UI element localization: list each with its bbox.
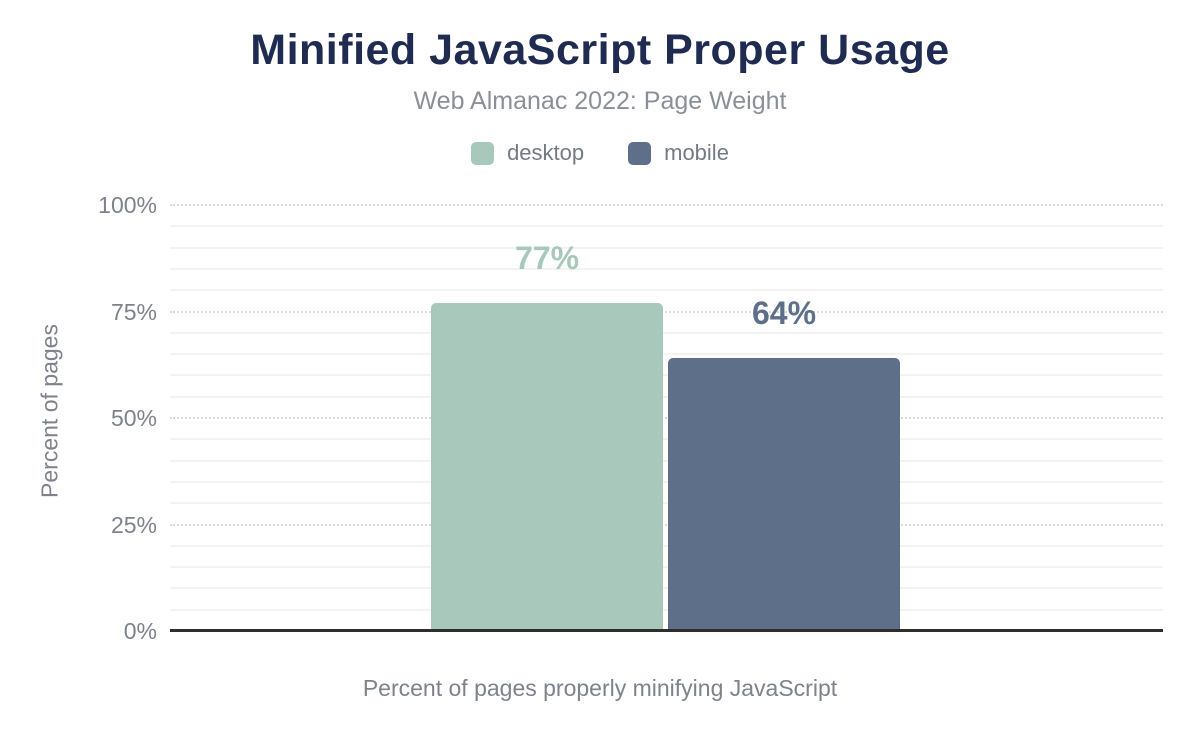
y-tick-label: 0%: [123, 618, 157, 644]
minor-gridline: [170, 438, 1163, 441]
chart-subtitle: Web Almanac 2022: Page Weight: [413, 87, 787, 115]
minor-gridline: [170, 331, 1163, 334]
legend-item-mobile[interactable]: mobile: [628, 140, 729, 166]
chart-title: Minified JavaScript Proper Usage: [250, 26, 950, 74]
minor-gridline: [170, 608, 1163, 611]
bar-value-label-desktop: 77%: [514, 239, 580, 276]
minor-gridline: [170, 267, 1163, 270]
y-axis-title: Percent of pages: [36, 324, 63, 498]
minor-gridline: [170, 289, 1163, 292]
major-gridline: [170, 204, 1163, 206]
chart-legend: desktop mobile: [0, 140, 1200, 166]
minor-gridline: [170, 459, 1163, 462]
bar-value-label-mobile: 64%: [751, 295, 817, 332]
minor-gridline: [170, 544, 1163, 547]
minor-gridline: [170, 353, 1163, 356]
minor-gridline: [170, 566, 1163, 569]
minor-gridline: [170, 587, 1163, 590]
legend-label: mobile: [664, 140, 729, 165]
y-tick-label: 25%: [110, 511, 157, 538]
bar-desktop[interactable]: [431, 302, 663, 631]
major-gridline: [170, 417, 1163, 419]
x-axis-line: [170, 629, 1163, 632]
y-tick-label: 75%: [110, 298, 157, 325]
bar-mobile[interactable]: [668, 358, 900, 631]
legend-swatch-mobile: [628, 141, 652, 165]
y-tick-label: 50%: [110, 405, 157, 431]
x-axis-caption: Percent of pages properly minifying Java…: [362, 675, 838, 701]
minor-gridline: [170, 225, 1163, 228]
major-gridline: [170, 523, 1163, 526]
minor-gridline: [170, 395, 1163, 398]
minor-gridline: [170, 374, 1163, 377]
plot-area: 0% 25% 50% 75% 100% 77% 64%: [98, 192, 1163, 644]
y-tick-label: 100%: [98, 192, 157, 218]
minor-gridline: [170, 246, 1163, 249]
minor-gridline: [170, 502, 1163, 505]
legend-item-desktop[interactable]: desktop: [471, 140, 584, 166]
legend-swatch-desktop: [471, 141, 495, 165]
minor-gridline: [170, 480, 1163, 483]
major-gridline: [170, 310, 1163, 313]
legend-label: desktop: [507, 140, 585, 165]
